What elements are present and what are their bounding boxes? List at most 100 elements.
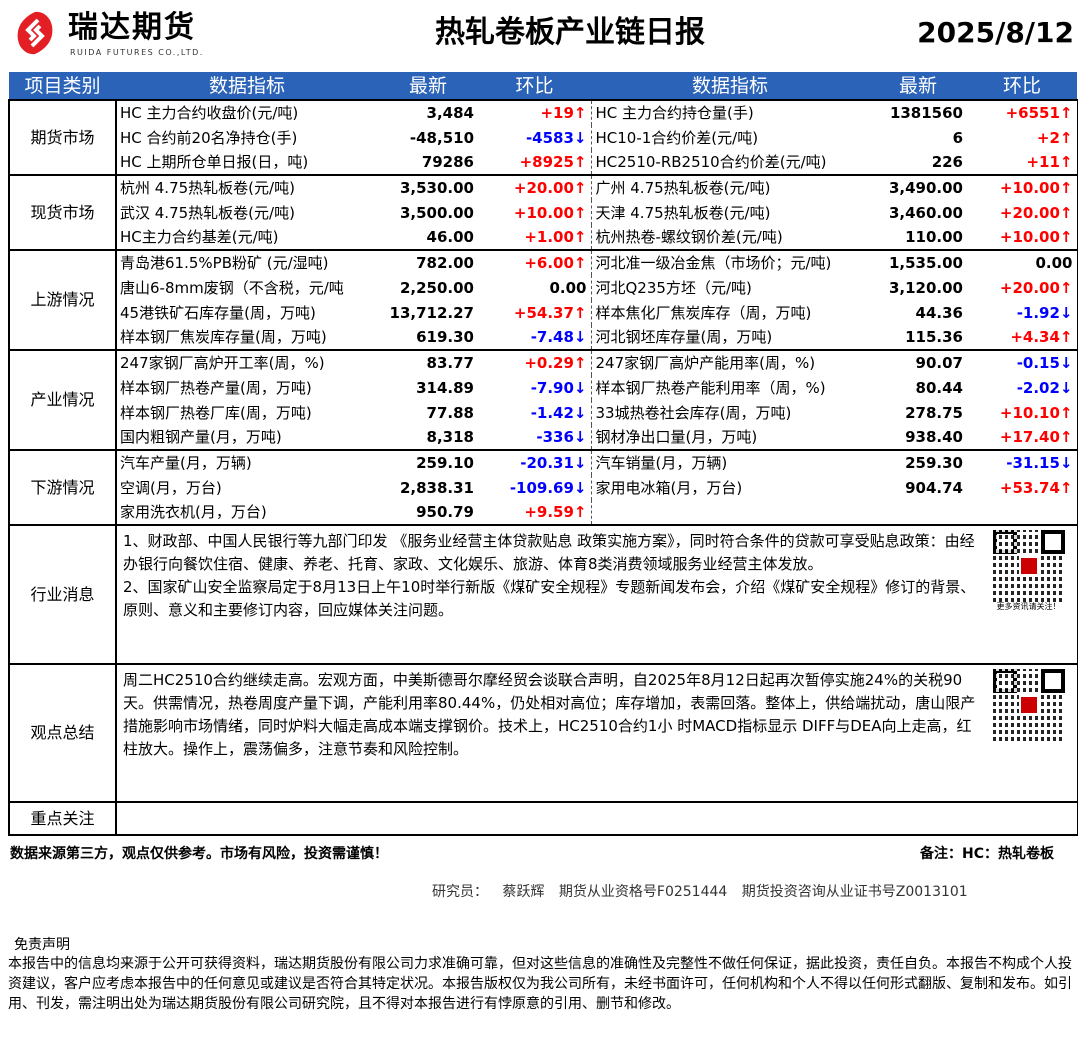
ruida-logo-icon <box>17 11 53 55</box>
indicator-name: 杭州热卷-螺纹钢价差(元/吨) <box>595 228 783 246</box>
latest-value: 782.00 <box>378 249 478 275</box>
indicator-name: 河北钢坯库存量(周，万吨) <box>595 328 773 346</box>
category-cell: 期货市场 <box>8 99 117 175</box>
news-section: 行业消息 更多资讯请关注！ 1、财政部、中国人民银行等九部门印发 《服务业经营主体贷… <box>8 524 1078 665</box>
latest-value: 46.00 <box>426 228 474 246</box>
indicator-name: 武汉 4.75热轧板卷(元/吨) <box>120 203 295 222</box>
logo-text: 瑞达期货 <box>68 10 196 45</box>
analyst-signature: 研究员： 蔡跃辉 期货从业资格号F0251444 期货投资咨询从业证书号Z001… <box>432 884 968 900</box>
change-value: +10.10↑ <box>967 400 1078 425</box>
change-value: +11↑ <box>967 150 1078 175</box>
indicator-name: 广州 4.75热轧板卷(元/吨) <box>591 174 869 200</box>
indicator-name: HC 主力合约收盘价(元/吨) <box>116 99 378 125</box>
report-footer: 数据来源第三方，观点仅供参考。市场有风险，投资需谨慎！ 备注：HC：热轧卷板 研… <box>0 836 1084 1014</box>
indicator-name: HC 合约前20名净持仓(手) <box>120 128 298 147</box>
table-row: 唐山6-8mm废钢（不含税，元/吨 2,250.00 0.00 河北Q235方坯（元/… <box>9 275 1078 300</box>
latest-value: 6 <box>952 128 963 147</box>
table-row: 国内粗钢产量(月，万吨) 8,318 -336↓ 钢材净出口量(月，万吨) 938.40… <box>9 425 1078 450</box>
column-header: 最新 <box>869 72 967 100</box>
change-value: -2.02↓ <box>967 375 1078 400</box>
change-value: -4583↓ <box>478 125 592 150</box>
latest-value: 278.75 <box>905 403 963 422</box>
change-value: +54.37↑ <box>478 300 592 325</box>
change-value: +10.00↑ <box>967 174 1078 200</box>
table-row: 样本钢厂焦炭库存量(周，万吨) 619.30 -7.48↓ 河北钢坯库存量(周，万吨)… <box>9 325 1078 350</box>
indicator-name: 家用洗衣机(月，万台) <box>120 503 267 521</box>
latest-value <box>869 500 967 525</box>
latest-value: 3,490.00 <box>869 174 967 200</box>
risk-warning: 数据来源第三方，观点仅供参考。市场有风险，投资需谨慎！ <box>10 846 388 862</box>
latest-value: 13,712.27 <box>389 303 474 322</box>
category-cell: 观点总结 <box>8 663 117 803</box>
latest-value: 3,500.00 <box>399 203 474 222</box>
column-header: 数据指标 <box>591 72 869 100</box>
change-value: -31.15↓ <box>967 449 1078 475</box>
change-value: +19↑ <box>478 99 592 125</box>
column-header: 项目类别 <box>9 72 116 100</box>
change-value: -109.69↓ <box>478 475 592 500</box>
indicator-name: 汽车销量(月，万辆) <box>591 449 869 475</box>
indicator-name: HC2510-RB2510合约价差(元/吨) <box>595 153 827 171</box>
change-value: +9.59↑ <box>478 500 592 525</box>
indicator-name: 33城热卷社会库存(周，万吨) <box>595 403 792 422</box>
indicator-name: 空调(月，万台) <box>120 478 222 497</box>
note: 备注：HC：热轧卷板 <box>920 846 1054 862</box>
latest-value: 1381560 <box>869 99 967 125</box>
change-value: +0.29↑ <box>478 349 592 375</box>
change-value: +4.34↑ <box>967 325 1078 350</box>
change-value: +8925↑ <box>478 150 592 175</box>
indicator-name: 钢材净出口量(月，万吨) <box>595 428 758 446</box>
qr-caption: 更多资讯请关注！ <box>996 602 1061 611</box>
focus-section: 重点关注 <box>8 801 1078 836</box>
change-value: -1.92↓ <box>967 300 1078 325</box>
latest-value: 3,460.00 <box>888 203 963 222</box>
indicator-name: HC10-1合约价差(元/吨) <box>595 128 759 147</box>
latest-value: 3,484 <box>378 99 478 125</box>
latest-value: 619.30 <box>416 328 474 346</box>
table-row: 45港铁矿石库存量(周，万吨) 13,712.27 +54.37↑ 样本焦化厂焦炭库存… <box>9 300 1078 325</box>
views-text: 周二HC2510合约继续走高。宏观方面，中美斯德哥尔摩经贸会谈联合声明，自202… <box>123 671 976 758</box>
latest-value: 226 <box>931 153 963 171</box>
indicator-name: 河北准一级冶金焦（市场价；元/吨) <box>591 249 869 275</box>
indicator-name: 247家钢厂高炉开工率(周，%) <box>116 349 378 375</box>
latest-value: 259.30 <box>869 449 967 475</box>
change-value: -7.48↓ <box>478 325 592 350</box>
disclaimer-text: 本报告中的信息均来源于公开可获得资料，瑞达期货股份有限公司力求准确可靠，但对这些… <box>8 956 1072 1012</box>
report-header: 瑞达期货 RUIDA FUTURES CO.,LTD. 热轧卷板产业链日报 20… <box>0 0 1084 72</box>
indicator-name: 天津 4.75热轧板卷(元/吨) <box>595 203 771 222</box>
change-value: +20.00↑ <box>478 174 592 200</box>
views-section: 观点总结 周二HC2510合约继续走高。宏观方面，中美斯德哥尔摩经贸会谈联合声明，… <box>8 663 1078 803</box>
indicator-name: 唐山6-8mm废钢（不含税，元/吨 <box>120 278 344 297</box>
table-row: 下游情况 汽车产量(月，万辆) 259.10 -20.31↓ 汽车销量(月，万辆) 259… <box>8 449 1078 525</box>
qr-code: 更多资讯请关注！ <box>987 530 1071 612</box>
table-row: 武汉 4.75热轧板卷(元/吨) 3,500.00 +10.00↑ 天津 4.75热轧… <box>9 200 1078 225</box>
indicator-name: 45港铁矿石库存量(周，万吨) <box>120 303 316 322</box>
column-header: 数据指标 <box>116 72 378 100</box>
change-value <box>967 500 1078 525</box>
latest-value: 259.10 <box>378 449 478 475</box>
column-header: 环比 <box>478 72 591 100</box>
change-value: +2↑ <box>967 125 1078 150</box>
change-value: +17.40↑ <box>967 425 1078 450</box>
table-row: 空调(月，万台) 2,838.31 -109.69↓ 家用电冰箱(月，万台) 904.7… <box>9 475 1078 500</box>
indicator-name: 家用电冰箱(月，万台) <box>595 478 743 497</box>
risk-line: 数据来源第三方，观点仅供参考。市场有风险，投资需谨慎！ 备注：HC：热轧卷板 <box>0 844 1084 864</box>
indicator-name: 样本钢厂热卷产能利用率（周，%) <box>595 378 826 397</box>
change-value: -20.31↓ <box>478 449 592 475</box>
change-value: +6551↑ <box>967 99 1078 125</box>
change-value: -0.15↓ <box>967 349 1078 375</box>
category-cell: 产业情况 <box>8 349 117 450</box>
table-row: 期货市场 HC 主力合约收盘价(元/吨) 3,484 +19↑ HC 主力合约持仓量(手… <box>8 99 1078 175</box>
table-header: 项目类别 数据指标 最新 环比 数据指标 最新 环比 <box>9 72 1077 100</box>
indicator-name: 杭州 4.75热轧板卷(元/吨) <box>116 174 378 200</box>
indicator-name: 河北Q235方坯（元/吨) <box>595 278 752 297</box>
latest-value: 1,535.00 <box>869 249 967 275</box>
category-cell: 重点关注 <box>8 801 117 836</box>
page-title: 热轧卷板产业链日报 <box>435 15 705 50</box>
indicator-name: 247家钢厂高炉产能用率(周，%) <box>591 349 869 375</box>
company-logo: 瑞达期货 RUIDA FUTURES CO.,LTD. <box>12 8 212 58</box>
table-row: 家用洗衣机(月，万台) 950.79 +9.59↑ <box>9 500 1078 525</box>
qr-code-icon <box>992 669 1065 741</box>
news-content: 更多资讯请关注！ 1、财政部、中国人民银行等九部门印发 《服务业经营主体贷款贴息 … <box>116 524 1078 665</box>
indicator-name: 青岛港61.5%PB粉矿 (元/湿吨) <box>116 249 378 275</box>
